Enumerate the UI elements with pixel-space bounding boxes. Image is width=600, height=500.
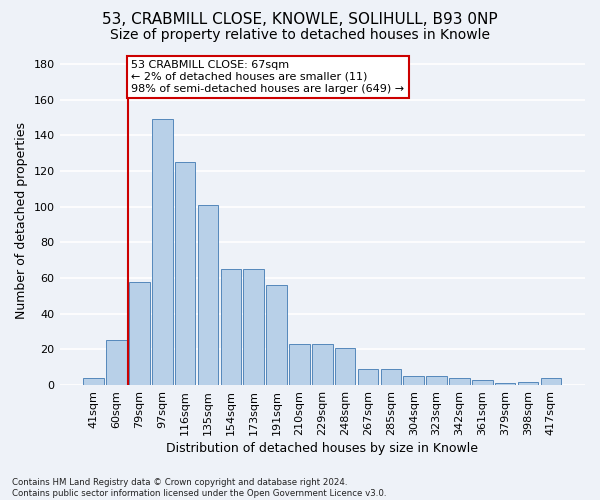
Bar bbox=[541, 378, 561, 385]
Bar bbox=[198, 205, 218, 385]
Y-axis label: Number of detached properties: Number of detached properties bbox=[15, 122, 28, 318]
Bar bbox=[244, 269, 264, 385]
Bar bbox=[221, 269, 241, 385]
Bar bbox=[266, 285, 287, 385]
Text: Contains HM Land Registry data © Crown copyright and database right 2024.
Contai: Contains HM Land Registry data © Crown c… bbox=[12, 478, 386, 498]
Bar bbox=[358, 369, 378, 385]
Bar bbox=[449, 378, 470, 385]
Bar bbox=[335, 348, 355, 385]
Bar bbox=[472, 380, 493, 385]
Bar bbox=[380, 369, 401, 385]
Bar bbox=[83, 378, 104, 385]
Text: 53, CRABMILL CLOSE, KNOWLE, SOLIHULL, B93 0NP: 53, CRABMILL CLOSE, KNOWLE, SOLIHULL, B9… bbox=[102, 12, 498, 28]
Text: 53 CRABMILL CLOSE: 67sqm
← 2% of detached houses are smaller (11)
98% of semi-de: 53 CRABMILL CLOSE: 67sqm ← 2% of detache… bbox=[131, 60, 404, 94]
Bar bbox=[152, 119, 173, 385]
Text: Size of property relative to detached houses in Knowle: Size of property relative to detached ho… bbox=[110, 28, 490, 42]
Bar bbox=[312, 344, 332, 385]
Bar bbox=[175, 162, 196, 385]
Bar bbox=[518, 382, 538, 385]
X-axis label: Distribution of detached houses by size in Knowle: Distribution of detached houses by size … bbox=[166, 442, 478, 455]
Bar bbox=[106, 340, 127, 385]
Bar bbox=[289, 344, 310, 385]
Bar bbox=[403, 376, 424, 385]
Bar bbox=[129, 282, 150, 385]
Bar bbox=[495, 384, 515, 385]
Bar bbox=[426, 376, 447, 385]
